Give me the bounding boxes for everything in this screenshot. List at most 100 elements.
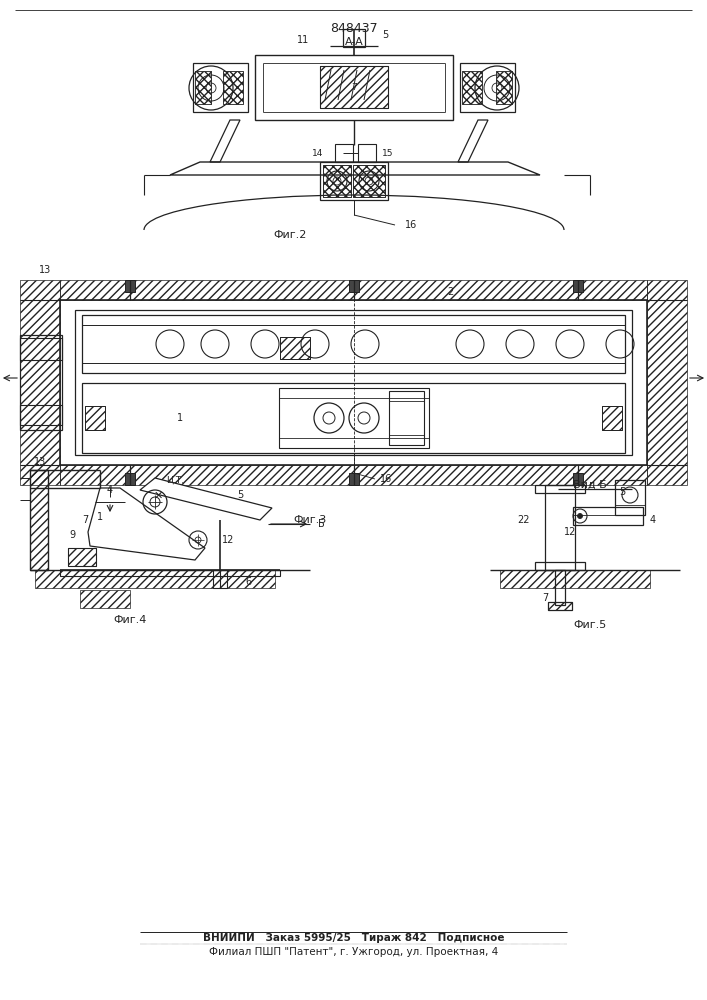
Bar <box>85 406 105 430</box>
Text: Вид Б: Вид Б <box>573 480 607 490</box>
Bar <box>223 71 243 104</box>
Bar <box>193 63 248 112</box>
Text: 6: 6 <box>245 577 251 587</box>
Bar <box>279 388 429 448</box>
Circle shape <box>578 514 583 518</box>
Bar <box>462 71 482 104</box>
Text: Ц.Т.: Ц.Т. <box>166 476 184 485</box>
Text: 16: 16 <box>380 474 392 484</box>
Text: 848437: 848437 <box>330 21 378 34</box>
Text: 5: 5 <box>382 30 388 40</box>
Bar <box>20 405 62 425</box>
Text: 14: 14 <box>312 149 324 158</box>
Bar <box>30 470 48 570</box>
Bar <box>255 55 453 120</box>
Text: 9: 9 <box>69 530 75 540</box>
Text: 12: 12 <box>222 535 234 545</box>
Bar <box>213 570 227 588</box>
Text: 16: 16 <box>405 220 417 230</box>
Bar <box>280 337 310 359</box>
Text: 11: 11 <box>297 35 309 45</box>
Bar <box>320 66 388 108</box>
Bar <box>68 548 96 566</box>
Bar <box>545 485 575 570</box>
Bar <box>20 335 62 430</box>
Text: Фиг.5: Фиг.5 <box>573 620 607 630</box>
Bar <box>60 465 647 485</box>
Bar <box>68 548 96 566</box>
Text: A-A: A-A <box>344 37 363 47</box>
Text: 1: 1 <box>177 413 183 423</box>
Polygon shape <box>140 478 272 520</box>
Bar <box>85 406 105 430</box>
Bar <box>615 480 645 515</box>
Bar <box>535 485 585 493</box>
Bar <box>75 310 632 455</box>
Bar <box>223 71 243 104</box>
Bar <box>548 602 572 610</box>
Text: 7: 7 <box>351 83 357 92</box>
Bar <box>358 144 376 162</box>
Text: 7: 7 <box>82 515 88 525</box>
Bar <box>555 570 565 605</box>
Text: 15: 15 <box>382 149 394 158</box>
Bar <box>602 406 622 430</box>
Bar <box>349 473 359 485</box>
Text: ВНИИПИ   Заказ 5995/25   Тираж 842   Подписное: ВНИИПИ Заказ 5995/25 Тираж 842 Подписное <box>203 933 505 943</box>
Text: 2: 2 <box>447 287 453 297</box>
Bar <box>602 406 622 430</box>
Text: ✕: ✕ <box>153 491 163 501</box>
Bar <box>60 300 647 465</box>
Bar <box>496 71 512 104</box>
Bar <box>496 71 512 104</box>
Bar <box>343 29 365 47</box>
Bar <box>548 602 572 610</box>
Text: 5: 5 <box>237 490 243 500</box>
Bar <box>320 162 388 200</box>
Bar <box>35 570 275 588</box>
Text: Фиг.2: Фиг.2 <box>274 230 307 240</box>
Bar <box>195 71 211 104</box>
Bar <box>323 165 351 197</box>
Bar <box>60 570 280 576</box>
Bar <box>335 144 353 162</box>
Bar <box>349 280 359 292</box>
Text: 12: 12 <box>563 527 576 537</box>
Bar <box>323 165 351 197</box>
Bar <box>30 470 48 570</box>
Bar <box>280 337 310 359</box>
Bar <box>82 315 625 373</box>
Bar <box>20 280 60 485</box>
Text: 4: 4 <box>650 515 656 525</box>
Bar <box>353 165 385 197</box>
Polygon shape <box>88 488 205 560</box>
Text: Фиг.3: Фиг.3 <box>293 515 327 525</box>
Text: Б: Б <box>318 519 325 529</box>
Bar <box>80 590 130 608</box>
Bar <box>320 66 388 108</box>
Text: 13: 13 <box>39 265 51 275</box>
Text: Филиал ПШП "Патент", г. Ужгород, ул. Проектная, 4: Филиал ПШП "Патент", г. Ужгород, ул. Про… <box>209 947 498 957</box>
Bar <box>460 63 515 112</box>
Bar <box>195 71 211 104</box>
Bar <box>573 280 583 292</box>
Text: 7: 7 <box>542 593 548 603</box>
Bar <box>20 338 62 360</box>
Text: Фиг.4: Фиг.4 <box>113 615 146 625</box>
Bar <box>573 507 643 525</box>
Bar <box>573 473 583 485</box>
Text: 22: 22 <box>518 515 530 525</box>
Bar <box>60 280 647 300</box>
Text: 5: 5 <box>619 487 625 497</box>
Text: 4: 4 <box>107 485 113 495</box>
Text: 1: 1 <box>97 512 103 522</box>
Bar <box>647 280 687 485</box>
Bar <box>462 71 482 104</box>
Bar <box>353 165 385 197</box>
Bar <box>82 383 625 453</box>
Bar <box>125 280 135 292</box>
Bar <box>500 570 650 588</box>
Bar <box>535 562 585 570</box>
Bar <box>389 391 424 445</box>
Bar <box>125 473 135 485</box>
